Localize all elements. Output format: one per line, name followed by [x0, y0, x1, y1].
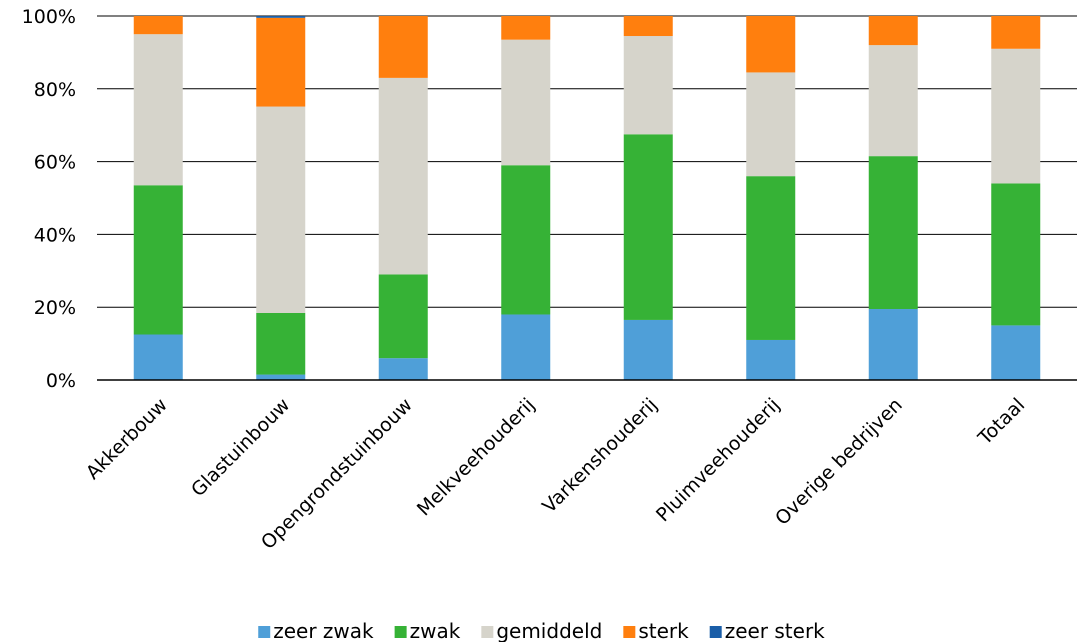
legend-label: zwak [410, 619, 461, 642]
bar-segment [133, 334, 183, 380]
bar-segment [501, 39, 551, 166]
bar-segment [133, 34, 183, 186]
x-category-label: Melkveehouderij [413, 394, 539, 520]
legend-swatch [394, 626, 407, 638]
x-category-label: Totaal [973, 394, 1029, 450]
bar-segment [378, 358, 428, 380]
y-tick-label: 0% [46, 370, 76, 392]
bar-segment [623, 16, 673, 37]
bar-segment [868, 45, 918, 157]
y-tick-label: 60% [34, 152, 76, 174]
bar-segment [746, 339, 796, 380]
legend-label: zeer sterk [725, 619, 825, 642]
legend-item: zwak [394, 619, 461, 642]
legend-label: gemiddeld [496, 619, 602, 642]
bar-segment [623, 319, 673, 380]
bars [133, 16, 1041, 380]
x-category-label: Glastuinbouw [187, 394, 294, 501]
bar-segment [256, 374, 306, 380]
bar-segment [991, 325, 1041, 380]
bar-segment [991, 183, 1041, 326]
bar-segment [501, 314, 551, 380]
bar-segment [378, 77, 428, 275]
legend-item: sterk [623, 619, 689, 642]
legend-item: gemiddeld [481, 619, 602, 642]
bar-segment [378, 16, 428, 78]
y-tick-label: 20% [34, 297, 76, 319]
legend-swatch [481, 626, 494, 638]
bar-segment [868, 309, 918, 380]
bar-segment [623, 36, 673, 135]
bar-segment [868, 16, 918, 46]
x-category-label: Overige bedrijven [771, 394, 907, 530]
bar-segment [623, 134, 673, 320]
x-axis-labels: Akkerbouw GlastuinbouwOpengrondstuinbouwM… [82, 394, 1029, 554]
legend-label: sterk [638, 619, 689, 642]
bar-segment [991, 16, 1041, 49]
legend-swatch [709, 626, 722, 638]
bar-segment [256, 312, 306, 375]
bar-segment [256, 16, 306, 18]
legend-label: zeer zwak [273, 619, 374, 642]
bar-segment [133, 16, 183, 35]
bar-segment [501, 16, 551, 40]
bar-segment [256, 17, 306, 107]
bar-segment [868, 156, 918, 310]
x-category-label: Varkenshouderij [538, 394, 662, 518]
gridlines [97, 15, 1077, 308]
legend-swatch [623, 626, 636, 638]
bar-segment [133, 185, 183, 335]
legend: zeer zwak zwak gemiddeld sterk zeer sterk [258, 619, 825, 642]
y-tick-label: 100% [22, 6, 76, 28]
bar-segment [746, 16, 796, 73]
bar-segment [991, 48, 1041, 184]
y-tick-label: 80% [34, 79, 76, 101]
x-category-label: Pluimveehouderij [652, 394, 784, 526]
legend-item: zeer zwak [258, 619, 374, 642]
x-category-label: Akkerbouw [82, 394, 172, 484]
bar-segment [256, 106, 306, 313]
bar-segment [746, 176, 796, 340]
legend-swatch [258, 626, 271, 638]
legend-item: zeer sterk [709, 619, 825, 642]
y-axis-ticks: 0% 20% 40% 60% 80% 100% [22, 6, 76, 392]
y-tick-label: 40% [34, 224, 76, 246]
bar-segment [378, 274, 428, 359]
bar-segment [501, 165, 551, 315]
bar-segment [746, 72, 796, 177]
